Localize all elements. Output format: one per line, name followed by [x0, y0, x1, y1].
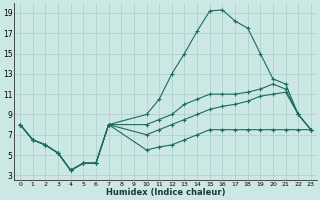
X-axis label: Humidex (Indice chaleur): Humidex (Indice chaleur)	[106, 188, 225, 197]
